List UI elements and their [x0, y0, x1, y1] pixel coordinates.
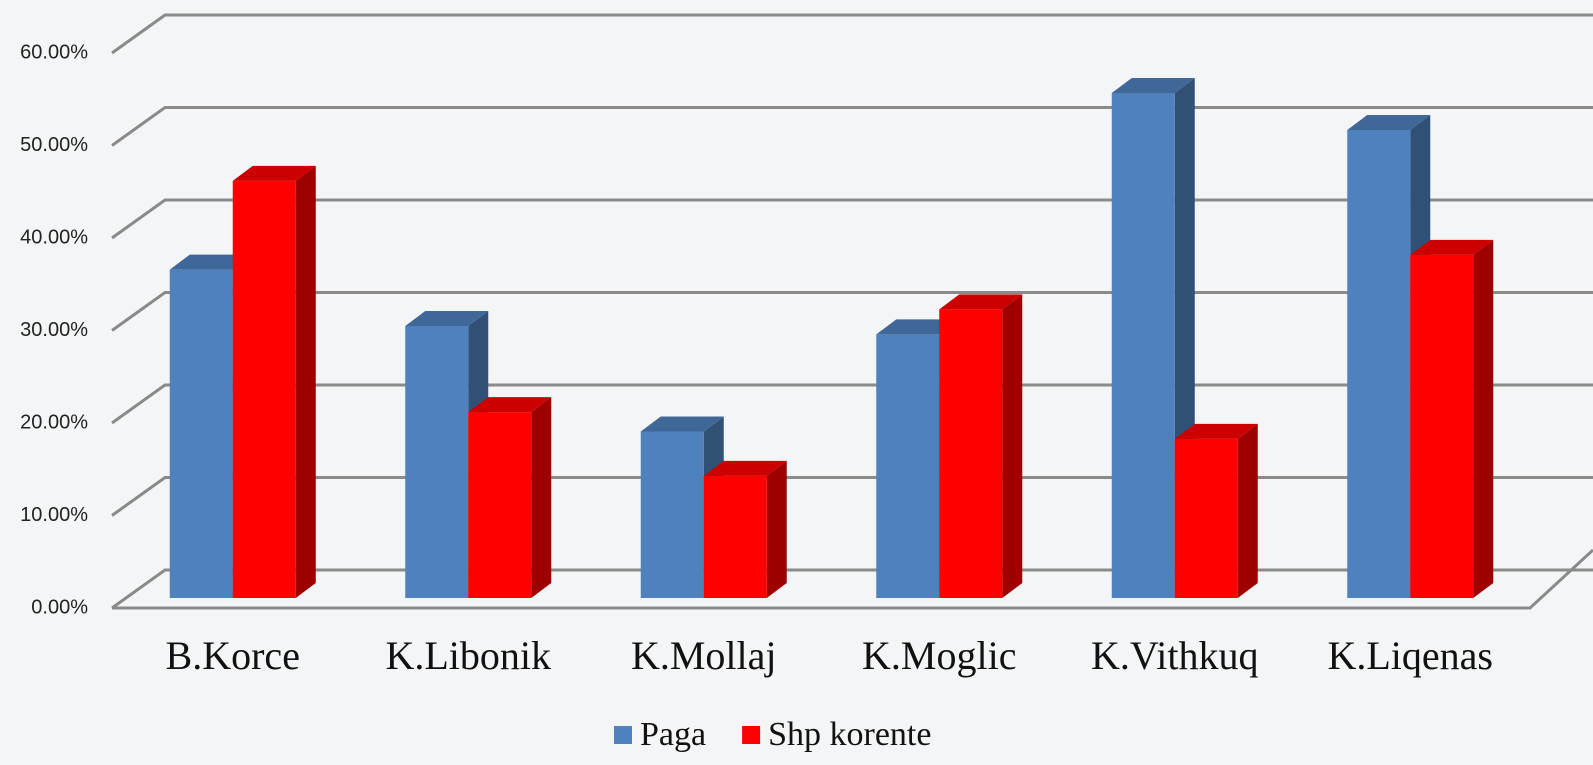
bar-top	[1111, 77, 1195, 93]
bar	[703, 460, 787, 598]
bar-top	[876, 319, 960, 335]
bar	[232, 165, 316, 598]
bar-top	[703, 460, 787, 476]
bar	[468, 397, 552, 598]
bar	[1410, 239, 1494, 598]
bar-side	[1237, 423, 1258, 598]
y-tick-label: 30.00%	[20, 319, 88, 341]
bar-front	[405, 326, 469, 598]
y-tick-label: 20.00%	[20, 411, 88, 433]
bar-front	[1174, 438, 1238, 598]
bar-top	[939, 294, 1023, 310]
legend-label: Shp korente	[768, 716, 931, 753]
bar	[1174, 423, 1258, 598]
x-tick-label: K.Vithkuq	[1091, 633, 1259, 678]
bar-front	[468, 412, 532, 598]
legend-swatch	[742, 726, 761, 744]
bar-top	[468, 397, 552, 413]
bar-front	[232, 180, 296, 598]
bar-top	[1347, 114, 1431, 130]
bar-top	[405, 311, 489, 327]
bar-side	[295, 165, 316, 598]
bar	[939, 294, 1023, 598]
bar-top	[1174, 423, 1258, 439]
legend-swatch	[614, 726, 632, 744]
bar-side	[766, 460, 787, 598]
x-tick-label: K.Moglic	[862, 633, 1016, 678]
legend-label: Paga	[640, 716, 706, 753]
y-tick-label: 40.00%	[20, 226, 88, 248]
bar-side	[1473, 239, 1494, 598]
x-tick-label: K.Libonik	[385, 633, 551, 678]
bar-front	[939, 309, 1003, 598]
bar-top	[232, 165, 316, 181]
x-tick-label: B.Korce	[166, 633, 300, 678]
bar-side	[1002, 294, 1023, 598]
floor-edge	[112, 548, 1593, 610]
bar-top	[1410, 239, 1494, 255]
bar-front	[169, 269, 233, 598]
bar-top	[640, 416, 724, 432]
bar-front	[1347, 129, 1411, 598]
bar-front	[1410, 254, 1474, 598]
bar-top	[169, 254, 253, 270]
bar-front	[876, 334, 940, 598]
bar-front	[640, 431, 704, 598]
y-tick-label: 50.00%	[20, 134, 88, 156]
x-tick-label: K.Mollaj	[631, 633, 777, 678]
grid-line	[111, 13, 1593, 55]
y-tick-label: 60.00%	[20, 41, 88, 63]
y-tick-label: 0.00%	[31, 596, 88, 618]
x-tick-label: K.Liqenas	[1327, 633, 1493, 678]
bar-side	[531, 397, 552, 598]
y-tick-label: 10.00%	[20, 504, 88, 526]
bar-front	[703, 475, 767, 598]
bar-front	[1111, 92, 1175, 598]
